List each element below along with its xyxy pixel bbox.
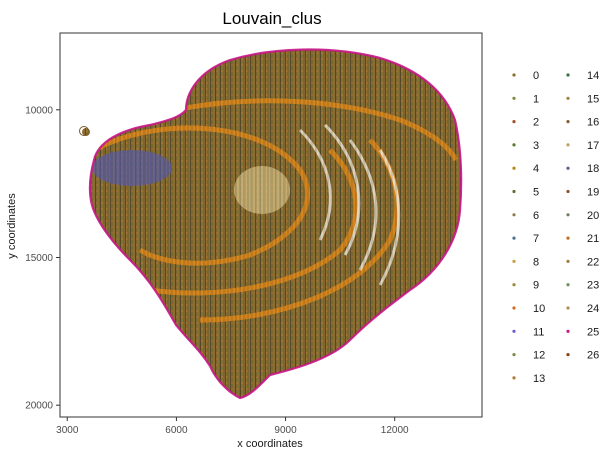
legend-label: 9 <box>533 280 539 292</box>
legend-swatch <box>566 189 570 194</box>
legend-label: 21 <box>587 233 599 245</box>
legend-swatch <box>512 306 516 310</box>
x-tick-label: 6000 <box>165 425 188 436</box>
tissue-body <box>89 49 462 398</box>
legend-label: 16 <box>587 117 599 129</box>
tissue-gap <box>298 128 332 241</box>
legend-swatch <box>566 329 570 333</box>
legend-label: 11 <box>533 326 544 338</box>
legend-swatch <box>512 166 516 170</box>
legend-label: 25 <box>587 326 599 338</box>
legend-swatch <box>512 329 516 333</box>
legend-swatch <box>512 236 516 240</box>
legend-label: 1 <box>533 93 539 105</box>
tissue-points-layer <box>79 48 463 400</box>
accent-band <box>93 125 311 266</box>
y-tick-label: 20000 <box>25 401 53 412</box>
legend-label: 26 <box>587 350 599 362</box>
tissue-fragment-outline <box>79 126 89 136</box>
legend-swatch <box>512 353 516 357</box>
legend-swatch <box>566 166 570 170</box>
x-tick-label: 12000 <box>381 425 409 436</box>
y-tick-label: 10000 <box>25 105 53 116</box>
accent-band <box>184 98 459 162</box>
legend-swatch <box>566 353 570 357</box>
legend-label: 5 <box>533 187 539 199</box>
legend-swatch <box>512 73 516 77</box>
legend-label: 8 <box>533 256 539 268</box>
legend-swatch <box>566 283 570 287</box>
legend-label: 13 <box>533 373 545 385</box>
legend-label: 4 <box>533 163 539 175</box>
legend-swatch <box>566 259 570 263</box>
legend-swatch <box>566 306 570 310</box>
legend-swatch <box>566 236 570 240</box>
legend-swatch <box>512 283 516 287</box>
legend-swatch <box>512 259 516 263</box>
legend-swatch <box>512 189 516 194</box>
legend-label: 18 <box>587 163 599 175</box>
legend-swatch <box>512 143 516 147</box>
tissue-gap <box>323 123 361 256</box>
legend-swatch <box>512 376 516 380</box>
tissue-outline <box>88 48 463 400</box>
legend-label: 14 <box>587 70 599 82</box>
legend-label: 7 <box>533 233 539 245</box>
x-tick-label: 3000 <box>56 425 79 436</box>
chart-title: Louvain_clus <box>222 9 321 28</box>
legend-label: 19 <box>587 187 599 199</box>
legend-swatch <box>566 213 570 217</box>
legend-swatch <box>566 143 570 147</box>
legend-label: 2 <box>533 117 539 129</box>
legend-label: 23 <box>587 280 599 292</box>
y-tick-label: 15000 <box>25 253 53 264</box>
legend-swatch <box>512 120 516 124</box>
legend-label: 0 <box>533 70 539 82</box>
legend-label: 10 <box>533 303 545 315</box>
x-tick-label: 9000 <box>274 425 297 436</box>
legend-label: 6 <box>533 210 539 222</box>
legend-swatch <box>566 120 570 124</box>
legend-swatch <box>512 96 516 100</box>
legend-label: 20 <box>587 210 599 222</box>
tissue-gap <box>348 139 378 271</box>
legend-label: 15 <box>587 93 599 105</box>
legend-label: 3 <box>533 140 539 152</box>
y-axis: 10000 15000 20000 <box>25 105 60 412</box>
legend-swatch <box>512 213 516 217</box>
cluster-blue-region <box>92 150 172 186</box>
light-core-region <box>234 166 290 214</box>
legend: 0123456789101112131415161718192021222324… <box>512 70 599 385</box>
x-axis-label: x coordinates <box>237 438 303 450</box>
y-axis-label: y coordinates <box>6 193 18 259</box>
legend-swatch <box>566 73 570 77</box>
accent-band <box>149 148 359 296</box>
tissue-gap <box>378 149 401 286</box>
x-axis: 3000 6000 9000 12000 <box>56 417 409 436</box>
legend-label: 12 <box>533 350 545 362</box>
legend-label: 22 <box>587 256 599 268</box>
legend-label: 17 <box>587 140 599 152</box>
legend-label: 24 <box>587 303 599 315</box>
legend-swatch <box>566 96 570 100</box>
